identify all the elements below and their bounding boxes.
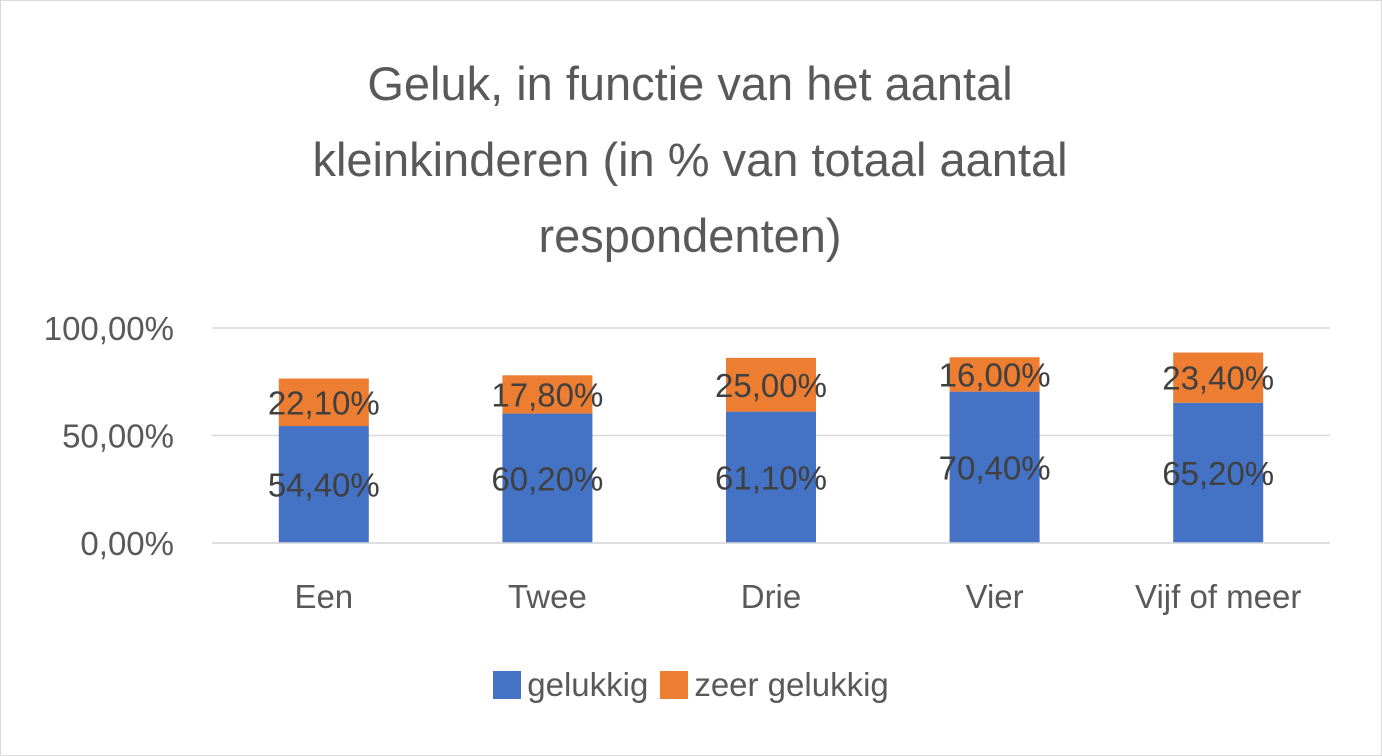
legend-swatch-zeer-gelukkig xyxy=(660,671,689,699)
bar-zeer-gelukkig xyxy=(502,375,593,414)
bar-gelukkig xyxy=(1173,402,1264,543)
data-label-zeer-gelukkig: 22,10% xyxy=(268,384,380,421)
chart-title-line-3: respondenten) xyxy=(538,209,842,262)
legend-item-gelukkig: gelukkig xyxy=(493,666,648,704)
data-label-gelukkig: 61,10% xyxy=(715,459,827,496)
data-label-zeer-gelukkig: 16,00% xyxy=(939,356,1051,393)
x-tick-label: Vier xyxy=(966,578,1024,615)
bar-gelukkig xyxy=(726,411,816,543)
bar-gelukkig xyxy=(502,413,593,543)
bar-gelukkig xyxy=(278,426,369,543)
y-tick-label: 50,00% xyxy=(62,418,174,455)
data-label-gelukkig: 54,40% xyxy=(268,467,380,504)
legend-item-zeer-gelukkig: zeer gelukkig xyxy=(660,666,889,704)
data-label-gelukkig: 65,20% xyxy=(1162,455,1274,492)
legend-label-gelukkig: gelukkig xyxy=(527,666,649,703)
y-tick-label: 0,00% xyxy=(80,525,174,562)
chart-title-line-1: Geluk, in functie van het aantal xyxy=(367,57,1013,110)
chart-title-line-2: kleinkinderen (in % van totaal aantal xyxy=(312,133,1068,186)
x-tick-label: Vijf of meer xyxy=(1135,578,1301,615)
data-label-zeer-gelukkig: 23,40% xyxy=(1162,360,1274,397)
x-tick-label: Drie xyxy=(741,578,802,615)
legend-swatch-gelukkig xyxy=(493,671,522,699)
x-tick-label: Een xyxy=(294,578,353,615)
legend: gelukkig zeer gelukkig xyxy=(0,666,1382,704)
bar-zeer-gelukkig xyxy=(278,378,369,427)
bar-zeer-gelukkig xyxy=(949,357,1040,392)
legend-label-zeer-gelukkig: zeer gelukkig xyxy=(694,666,889,703)
bar-zeer-gelukkig xyxy=(1173,352,1264,403)
x-tick-label: Twee xyxy=(508,578,587,615)
chart-title: Geluk, in functie van het aantal kleinki… xyxy=(140,46,1240,274)
y-tick-label: 100,00% xyxy=(44,310,174,347)
data-label-gelukkig: 60,20% xyxy=(491,460,603,497)
bar-gelukkig xyxy=(949,391,1040,543)
bar-zeer-gelukkig xyxy=(726,357,816,412)
data-label-zeer-gelukkig: 25,00% xyxy=(715,367,827,404)
data-label-gelukkig: 70,40% xyxy=(939,449,1051,486)
data-label-zeer-gelukkig: 17,80% xyxy=(491,376,603,413)
